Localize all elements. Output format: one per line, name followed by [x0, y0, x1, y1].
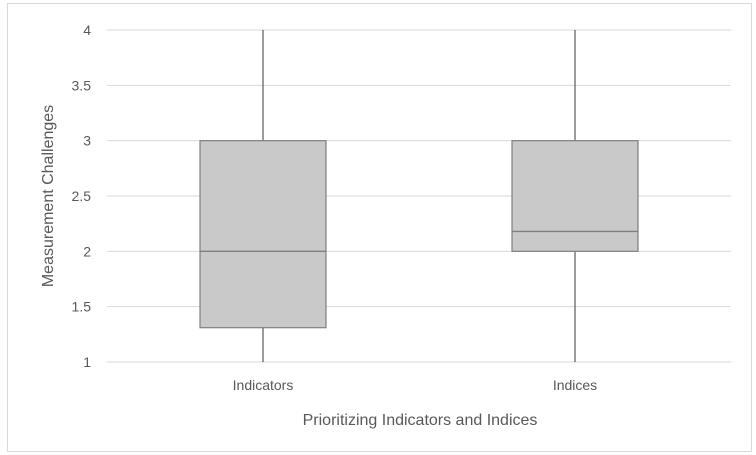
x-tick-labels: Indicators Indices [233, 377, 598, 393]
y-axis-title: Measurement Challenges [40, 105, 57, 287]
chart-border [7, 3, 752, 452]
box-body-1 [511, 140, 639, 252]
y-tick-label-2: 2 [83, 243, 91, 259]
y-tick-label-1: 1.5 [72, 299, 92, 315]
boxes [199, 30, 639, 362]
box-body-0 [199, 140, 327, 329]
y-tick-label-0: 1 [83, 354, 91, 370]
y-tick-label-4: 3 [83, 133, 91, 149]
y-tick-label-6: 4 [83, 22, 91, 38]
y-tick-labels: 1 1.5 2 2.5 3 3.5 4 [72, 22, 92, 370]
box-1 [511, 30, 639, 362]
x-tick-label-0: Indicators [233, 377, 294, 393]
y-tick-label-5: 3.5 [72, 77, 92, 93]
x-tick-label-1: Indices [553, 377, 597, 393]
y-tick-label-3: 2.5 [72, 188, 92, 204]
x-axis-title: Prioritizing Indicators and Indices [303, 412, 538, 429]
box-0 [199, 30, 327, 362]
